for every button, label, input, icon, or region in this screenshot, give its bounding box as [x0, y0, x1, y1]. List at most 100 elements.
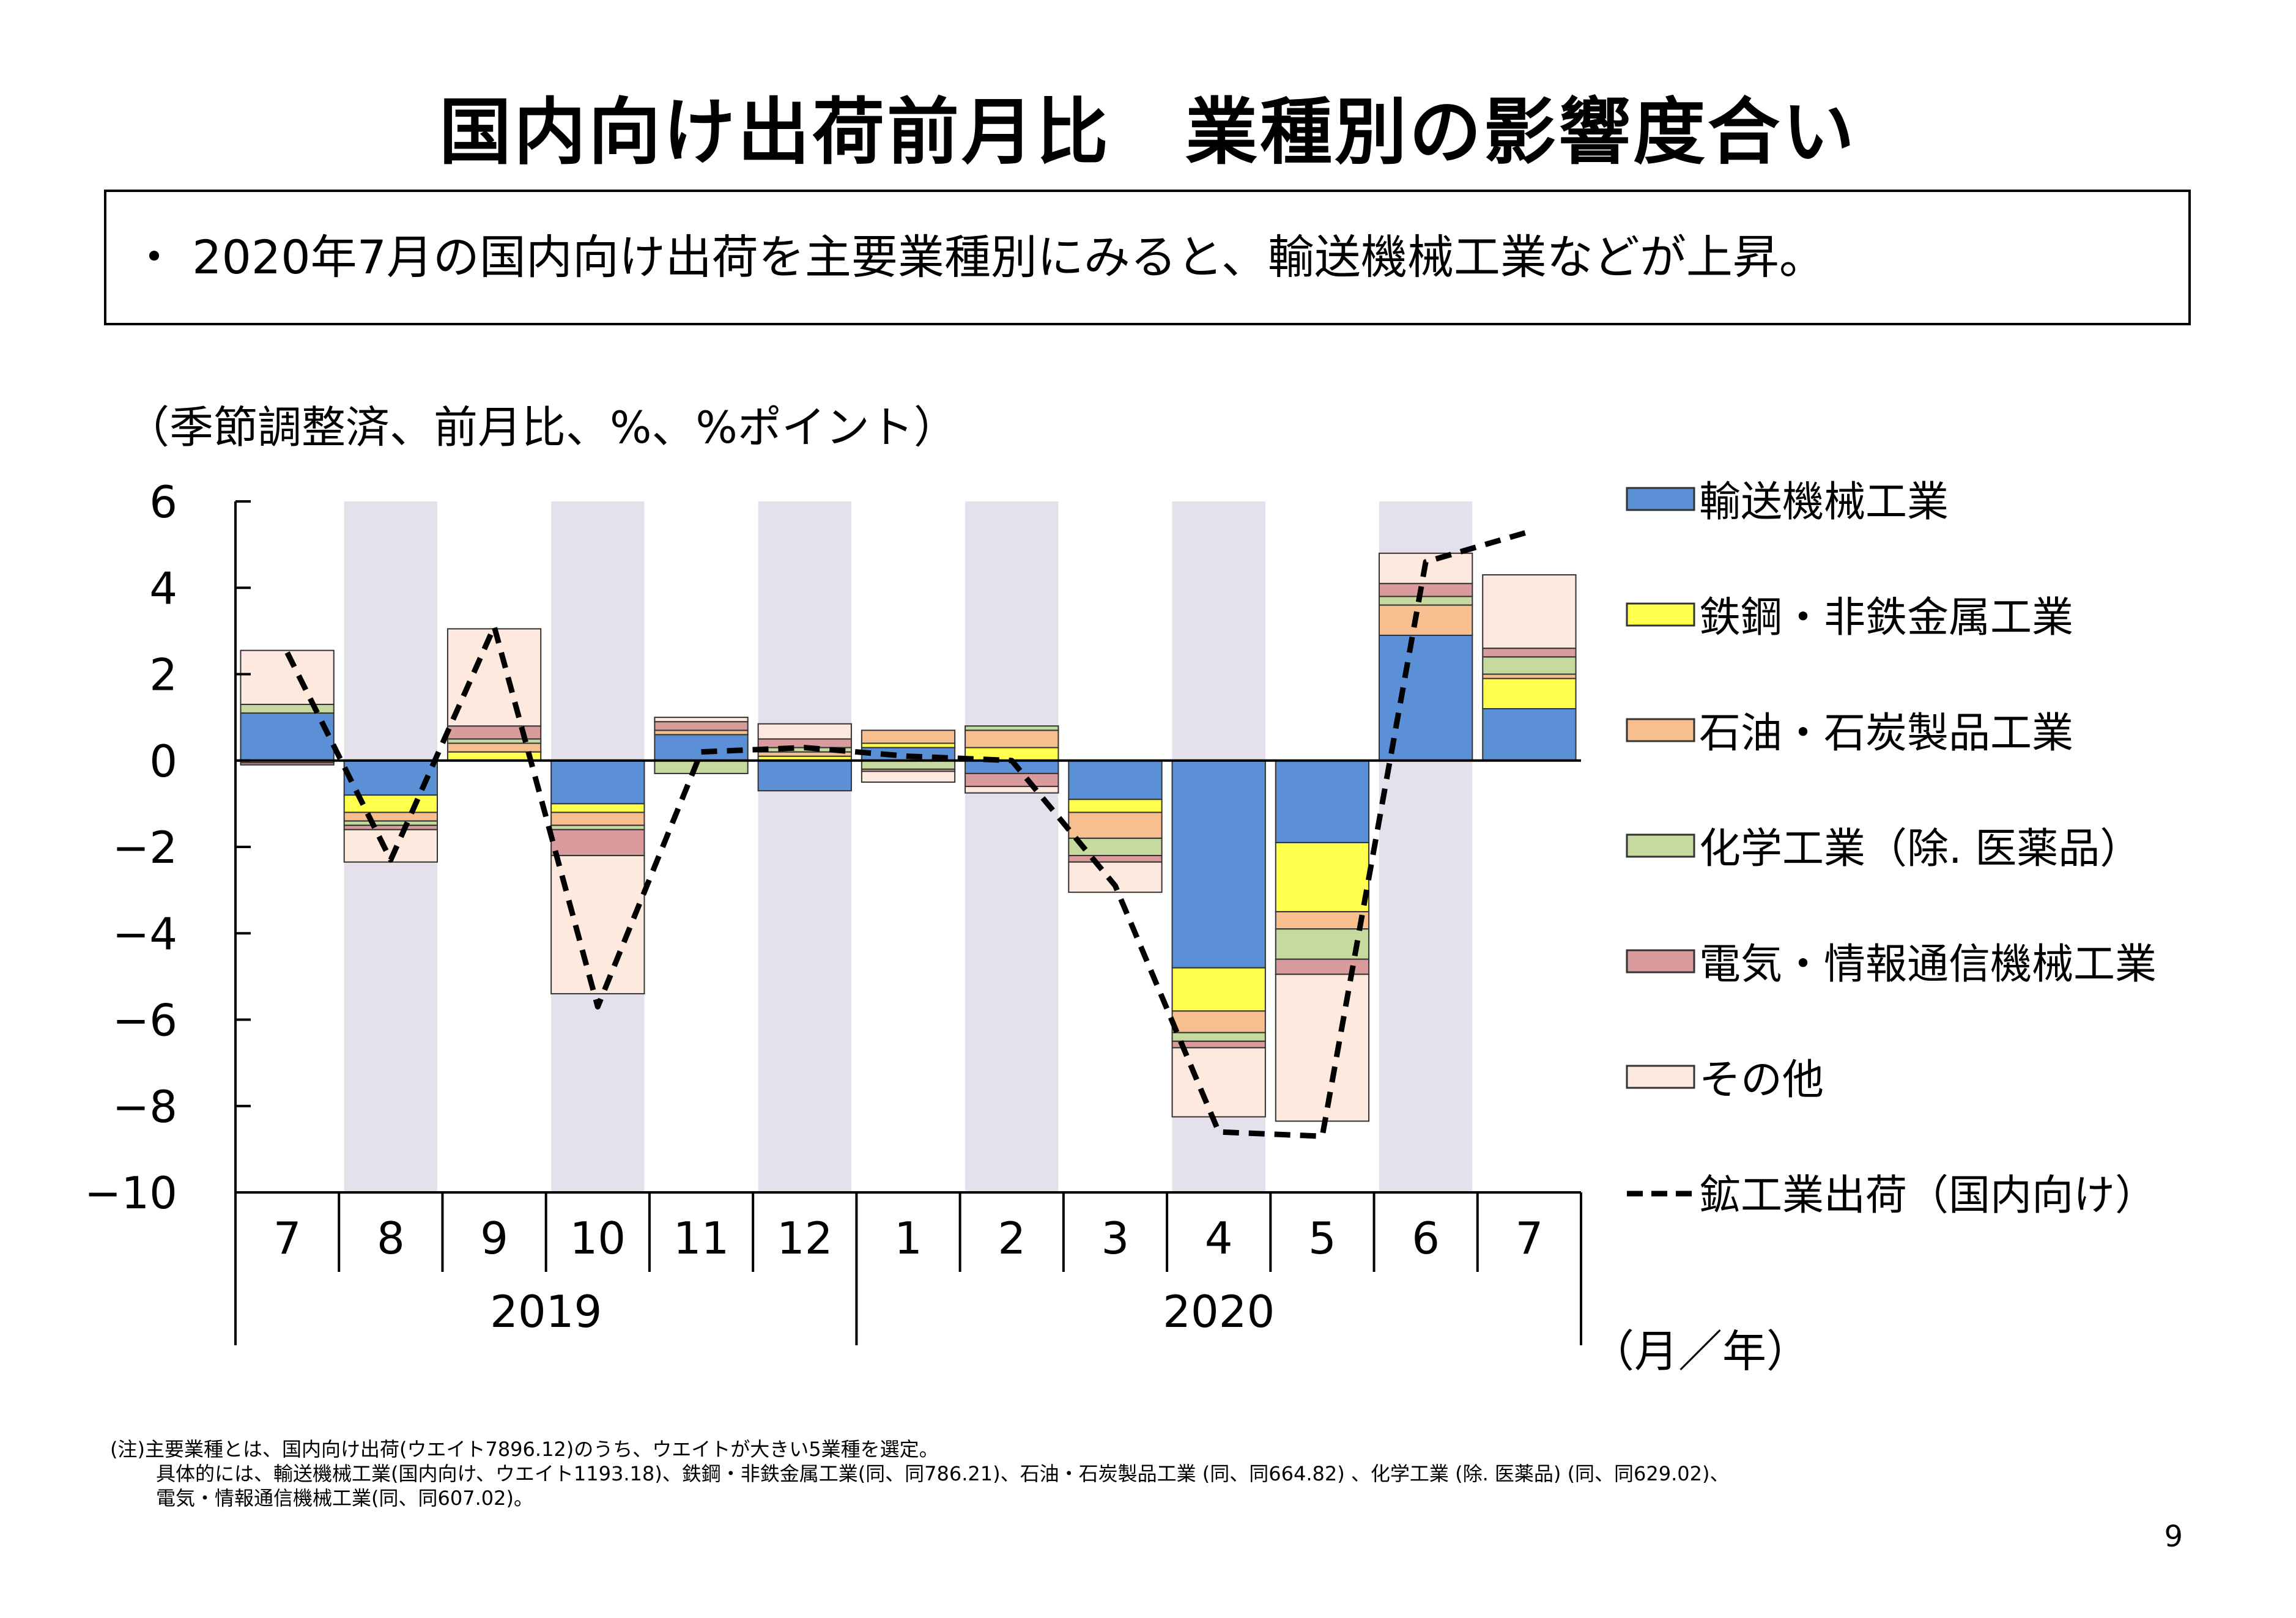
bar-segment-chemical [1379, 596, 1473, 606]
legend-swatch-transport [1626, 487, 1695, 511]
bars-layer [240, 552, 1577, 1122]
bar-segment-steel [1068, 799, 1163, 813]
bar-segment-electric [1068, 855, 1163, 863]
bar-segment-transport [1171, 759, 1266, 969]
bar-segment-other [965, 786, 1059, 794]
bar-segment-electric [1171, 1040, 1266, 1049]
bar-segment-other [654, 717, 749, 723]
bar-segment-other [1482, 574, 1577, 649]
legend-swatch-steel [1626, 602, 1695, 627]
y-tick-label: 2 [149, 649, 177, 701]
bar-segment-electric [343, 824, 439, 830]
y-tick-label: −10 [84, 1167, 177, 1219]
month-label: 9 [480, 1213, 508, 1264]
shaded-band [965, 501, 1059, 1192]
bar-segment-transport [1482, 708, 1577, 761]
bar-segment-chemical [1482, 656, 1577, 675]
bar-segment-chemical [654, 759, 749, 774]
bar-segment-electric [240, 762, 335, 766]
legend-label-other: その他 [1699, 1056, 1824, 1104]
bar-segment-other [1275, 973, 1370, 1122]
month-label: 4 [1205, 1213, 1233, 1264]
page-title: 国内向け出荷前月比 業種別の影響度合い [439, 90, 1857, 174]
axis-unit-label: （月／年） [1590, 1326, 1810, 1377]
y-tick-label: 6 [149, 476, 177, 528]
bar-segment-petroleum [654, 730, 749, 736]
bar-segment-electric [1482, 648, 1577, 658]
year-label: 2020 [1163, 1286, 1275, 1337]
month-label: 2 [998, 1213, 1026, 1264]
month-label: 12 [777, 1213, 833, 1264]
bar-segment-steel [1171, 967, 1266, 1012]
bar-segment-chemical [240, 703, 335, 714]
footnote: (注)主要業種とは、国内向け出荷(ウエイト7896.12)のうち、ウエイトが大き… [110, 1437, 1730, 1510]
bar-segment-petroleum [446, 742, 542, 753]
total-shipments-line [284, 529, 1530, 1139]
bar-segment-chemical [1171, 1032, 1266, 1042]
bar-segment-other [757, 723, 852, 740]
bar-segment-petroleum [1068, 811, 1163, 839]
y-tick-label: −8 [113, 1081, 177, 1132]
bar-segment-other [240, 649, 335, 705]
bar-segment-other [446, 628, 542, 727]
shaded-band [758, 501, 851, 1192]
legend-swatch-petroleum [1626, 718, 1695, 742]
bar-segment-steel [1482, 678, 1577, 709]
bar-segment-transport [757, 759, 852, 792]
bar-segment-petroleum [1379, 604, 1473, 636]
axes-layer: 6 4 2 0 −2 −4 −6 −8 −10 [84, 476, 1582, 1345]
year-label: 2019 [490, 1286, 602, 1337]
y-tick-label: 4 [149, 563, 177, 614]
legend-label-line: 鉱工業出荷（国内向け） [1699, 1172, 2157, 1220]
summary-box: ・ 2020年7月の国内向け出荷を主要業種別にみると、輸送機械工業などが上昇。 [104, 190, 2191, 325]
page-number: 9 [2164, 1520, 2183, 1554]
bar-segment-petroleum [965, 730, 1059, 748]
month-label: 10 [569, 1213, 626, 1264]
bar-segment-petroleum [1482, 673, 1577, 679]
bar-segment-petroleum [550, 811, 645, 826]
bar-segment-transport [1068, 759, 1163, 800]
y-tick-label: −4 [113, 908, 177, 959]
bar-segment-other [550, 855, 645, 995]
legend-swatch-other [1626, 1065, 1695, 1089]
bar-segment-transport [654, 734, 749, 761]
bar-segment-chemical [861, 759, 956, 770]
y-tick-label: −6 [113, 995, 177, 1046]
bar-segment-other [861, 770, 956, 783]
y-tick-label: −2 [113, 822, 177, 873]
bar-segment-steel [861, 742, 956, 748]
legend-label-petroleum: 石油・石炭製品工業 [1699, 709, 2073, 758]
legend-label-transport: 輸送機械工業 [1699, 478, 1949, 526]
bar-segment-transport [550, 759, 645, 805]
legend-swatch-chemical [1626, 833, 1695, 858]
unit-note: （季節調整済、前月比、%、%ポイント） [125, 402, 958, 453]
month-label: 6 [1412, 1213, 1440, 1264]
legend-label-electric: 電気・情報通信機械工業 [1699, 940, 2157, 989]
bar-segment-chemical [550, 824, 645, 830]
bar-segment-transport [1275, 759, 1370, 843]
line-layer [284, 529, 1530, 1139]
legend-label-steel: 鉄鋼・非鉄金属工業 [1699, 594, 2073, 642]
bar-segment-petroleum [343, 811, 439, 822]
month-label: 7 [1515, 1213, 1543, 1264]
y-tick-label: 0 [149, 736, 177, 787]
footnote-line-1: (注)主要業種とは、国内向け出荷(ウエイト7896.12)のうち、ウエイトが大き… [110, 1438, 939, 1461]
bar-segment-electric [654, 721, 749, 731]
legend-label-chemical: 化学工業（除. 医薬品） [1699, 825, 2141, 873]
month-label: 3 [1102, 1213, 1130, 1264]
month-label: 7 [273, 1213, 302, 1264]
bar-segment-steel [1275, 841, 1370, 912]
bar-segment-electric [965, 772, 1059, 788]
legend-swatch-electric [1626, 949, 1695, 973]
month-label: 1 [894, 1213, 922, 1264]
summary-text: ・ 2020年7月の国内向け出荷を主要業種別にみると、輸送機械工業などが上昇。 [131, 230, 1826, 284]
month-label: 8 [377, 1213, 405, 1264]
bar-segment-transport [240, 712, 335, 761]
month-label: 5 [1308, 1213, 1336, 1264]
bar-segment-steel [550, 803, 645, 813]
bar-segment-electric [1379, 583, 1473, 597]
bar-segment-petroleum [1171, 1010, 1266, 1033]
